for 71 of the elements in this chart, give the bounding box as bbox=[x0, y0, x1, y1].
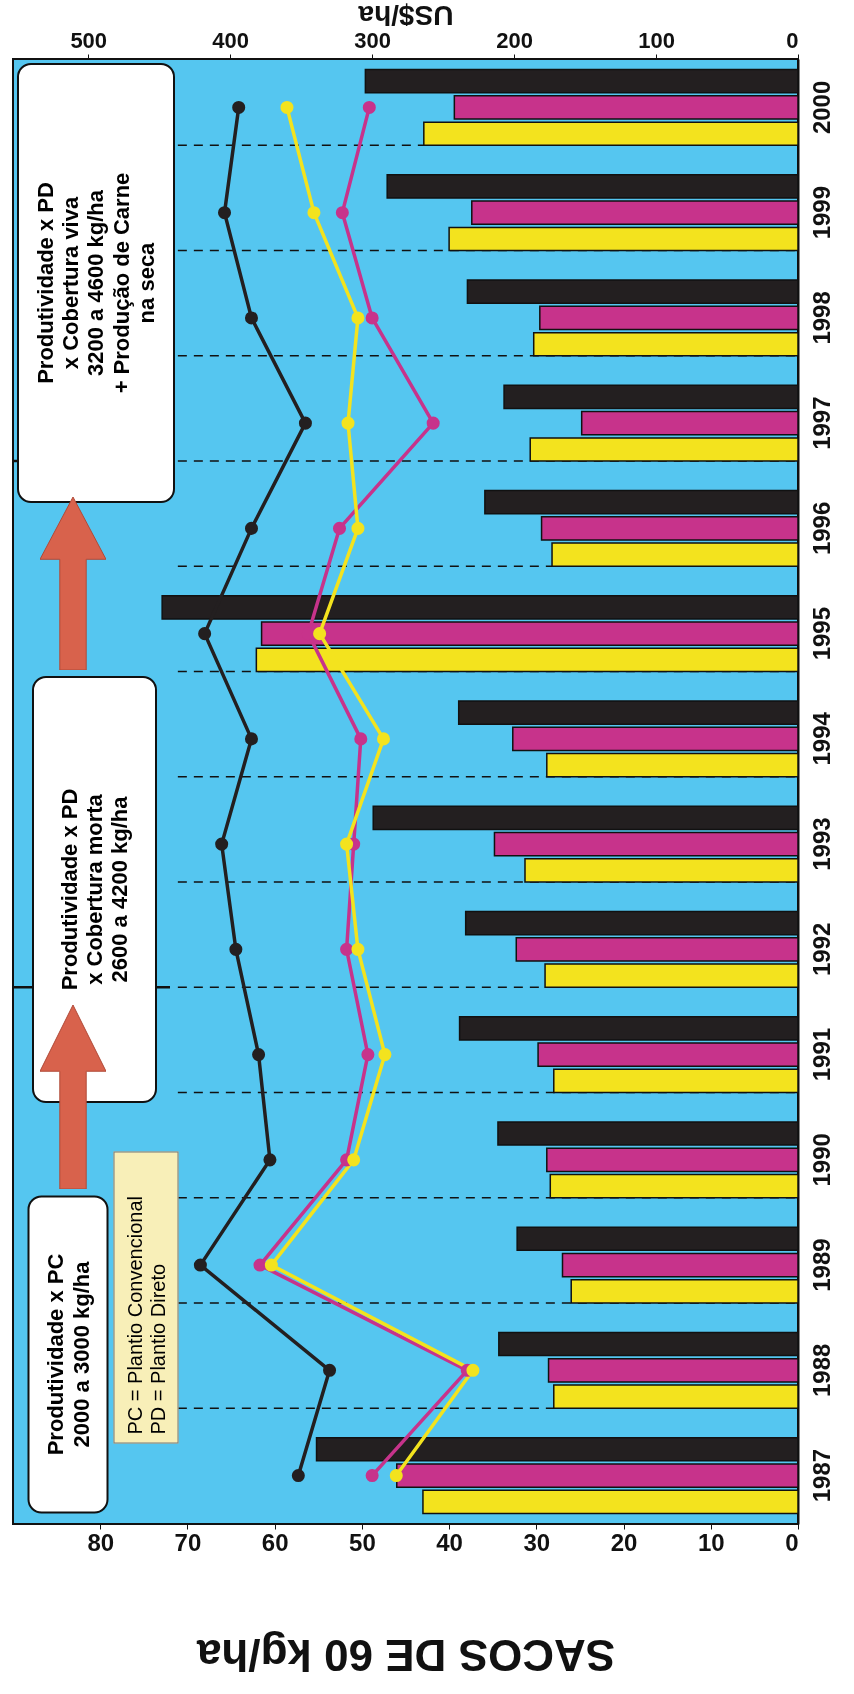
point bbox=[335, 206, 349, 220]
point bbox=[389, 1469, 403, 1483]
y-tick-label: 2000 bbox=[807, 80, 835, 135]
x2-tick-label: 500 bbox=[70, 27, 108, 53]
callout-box: Produtividade x PD x Cobertura morta 2600 a 4200 kg/ha bbox=[32, 676, 157, 1103]
x2-tick-label: 200 bbox=[496, 27, 533, 53]
point bbox=[341, 416, 355, 430]
point bbox=[264, 1258, 278, 1272]
y-tick-label: 1987 bbox=[807, 1448, 835, 1503]
y-tick-label: 1998 bbox=[807, 291, 835, 345]
point bbox=[466, 1363, 480, 1377]
y-tick-label: 1988 bbox=[807, 1343, 835, 1398]
x-tick-label: 10 bbox=[697, 1528, 725, 1556]
x2-tick-label: 400 bbox=[212, 27, 250, 53]
y-tick-label: 1991 bbox=[807, 1027, 835, 1082]
point bbox=[340, 942, 354, 956]
point bbox=[244, 311, 258, 325]
point bbox=[332, 521, 347, 535]
y-tick-label: 1995 bbox=[807, 606, 835, 661]
x-tick-label: 40 bbox=[436, 1528, 463, 1556]
point bbox=[263, 1153, 277, 1167]
x-tick-label: 70 bbox=[174, 1528, 202, 1556]
y-tick-label: 1999 bbox=[807, 185, 835, 240]
point bbox=[362, 100, 376, 114]
point bbox=[354, 732, 368, 746]
x2-tick-label: 100 bbox=[638, 27, 675, 53]
point bbox=[351, 521, 365, 535]
point bbox=[232, 100, 246, 114]
point bbox=[244, 521, 258, 535]
point bbox=[215, 837, 229, 851]
x-axis-title: SACOS DE 60 kg/ha bbox=[196, 1630, 616, 1680]
y-tick-label: 1992 bbox=[807, 922, 835, 977]
point bbox=[193, 1258, 207, 1272]
point bbox=[426, 416, 440, 430]
point bbox=[253, 1258, 267, 1272]
point bbox=[217, 206, 232, 220]
y-tick-label: 1994 bbox=[807, 711, 835, 766]
point bbox=[347, 1153, 361, 1167]
x-tick-label: 50 bbox=[349, 1528, 376, 1556]
callout-box: Produtividade x PC 2000 a 3000 kg/ha bbox=[27, 1195, 108, 1513]
y-tick-label: 1993 bbox=[807, 817, 835, 871]
point bbox=[340, 837, 354, 851]
callout-box: Produtividade x PD x Cobertura viva 3200 a 4600 kg/ha + Produção de Carne na seca bbox=[17, 63, 175, 503]
x2-tick-label: 0 bbox=[786, 27, 799, 53]
point bbox=[244, 732, 258, 746]
x-tick-label: 80 bbox=[87, 1528, 115, 1556]
callout-box: PC = Plantio Convencional PD = Plantio Direto bbox=[113, 1151, 178, 1443]
y-tick-label: 1996 bbox=[807, 501, 835, 556]
x-tick-label: 0 bbox=[785, 1528, 799, 1556]
point bbox=[351, 942, 365, 956]
point bbox=[198, 627, 212, 641]
point bbox=[298, 416, 312, 430]
point bbox=[229, 942, 243, 956]
point bbox=[376, 732, 391, 746]
y-tick-label: 1989 bbox=[807, 1238, 835, 1292]
point bbox=[378, 1048, 392, 1062]
point bbox=[361, 1048, 375, 1062]
y-tick-label: 1997 bbox=[807, 396, 835, 450]
point bbox=[313, 627, 327, 641]
point bbox=[291, 1469, 305, 1483]
point bbox=[365, 1469, 379, 1483]
point bbox=[351, 311, 365, 325]
y-tick-label: 1990 bbox=[807, 1133, 835, 1187]
point bbox=[365, 311, 379, 325]
point bbox=[307, 206, 321, 220]
x-tick-label: 30 bbox=[523, 1528, 551, 1556]
x-tick-label: 60 bbox=[261, 1528, 289, 1556]
point bbox=[323, 1363, 337, 1377]
point bbox=[280, 100, 294, 114]
point bbox=[252, 1048, 266, 1062]
x-tick-label: 20 bbox=[610, 1528, 638, 1556]
